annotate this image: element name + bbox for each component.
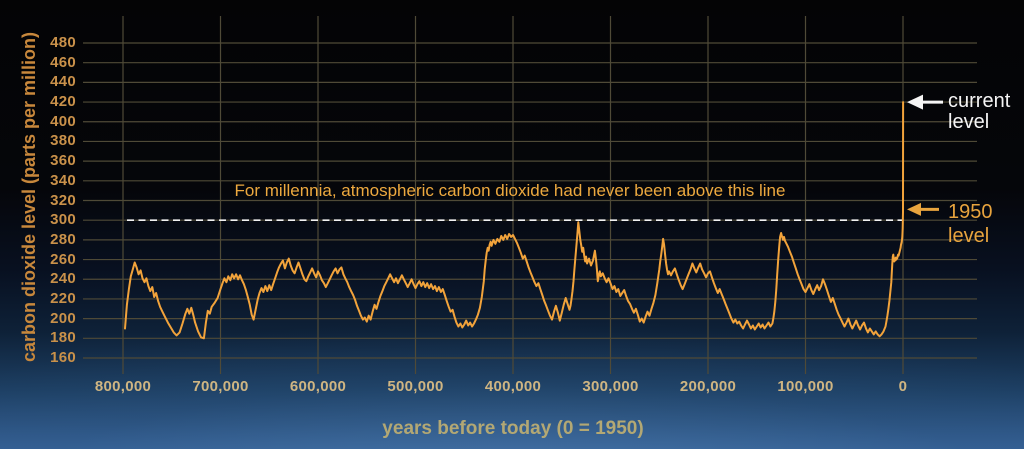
y-tick-label: 200 bbox=[50, 309, 76, 327]
current-level-arrow-head bbox=[907, 94, 923, 110]
y-axis-title: carbon dioxide level (parts per million) bbox=[19, 31, 39, 363]
y-tick-label: 440 bbox=[50, 73, 76, 91]
y-tick-label: 360 bbox=[50, 151, 76, 169]
y-tick-label: 480 bbox=[50, 33, 76, 51]
y-tick-label: 160 bbox=[50, 348, 76, 366]
x-tick-label: 400,000 bbox=[484, 378, 542, 395]
current-level-label: current level bbox=[948, 91, 1010, 133]
x-tick-label: 500,000 bbox=[387, 378, 444, 395]
x-tick-label: 200,000 bbox=[679, 378, 737, 395]
y-tick-label: 180 bbox=[50, 329, 76, 347]
x-tick-label: 100,000 bbox=[777, 378, 834, 395]
x-tick-label: 600,000 bbox=[289, 378, 347, 395]
y-tick-label: 400 bbox=[50, 112, 76, 130]
co2-line bbox=[124, 101, 905, 340]
x-tick-label: 800,000 bbox=[94, 378, 152, 395]
y-tick-label: 320 bbox=[50, 191, 76, 209]
y-tick-label: 280 bbox=[50, 230, 76, 248]
x-tick-label: 300,000 bbox=[582, 378, 639, 395]
current-level-line2: level bbox=[948, 111, 990, 133]
1950-level-line2: level bbox=[948, 225, 990, 247]
current-level-line1: current bbox=[948, 90, 1011, 112]
y-tick-label: 240 bbox=[50, 270, 76, 288]
1950-level-line1: 1950 bbox=[948, 201, 993, 223]
y-tick-label: 420 bbox=[50, 92, 76, 110]
1950-level-arrow-head bbox=[907, 202, 921, 216]
1950-level-label: 1950 level bbox=[948, 200, 993, 248]
y-tick-label: 380 bbox=[50, 132, 76, 150]
y-tick-label: 220 bbox=[50, 289, 76, 307]
y-tick-label: 300 bbox=[50, 211, 76, 229]
x-tick-label: 700,000 bbox=[192, 378, 249, 395]
y-tick-label: 460 bbox=[50, 53, 76, 71]
y-tick-label: 340 bbox=[50, 171, 76, 189]
threshold-annotation: For millennia, atmospheric carbon dioxid… bbox=[234, 181, 786, 200]
y-tick-label: 260 bbox=[50, 250, 76, 268]
x-axis-title: years before today (0 = 1950) bbox=[382, 418, 644, 439]
x-tick-label: 0 bbox=[898, 378, 908, 395]
